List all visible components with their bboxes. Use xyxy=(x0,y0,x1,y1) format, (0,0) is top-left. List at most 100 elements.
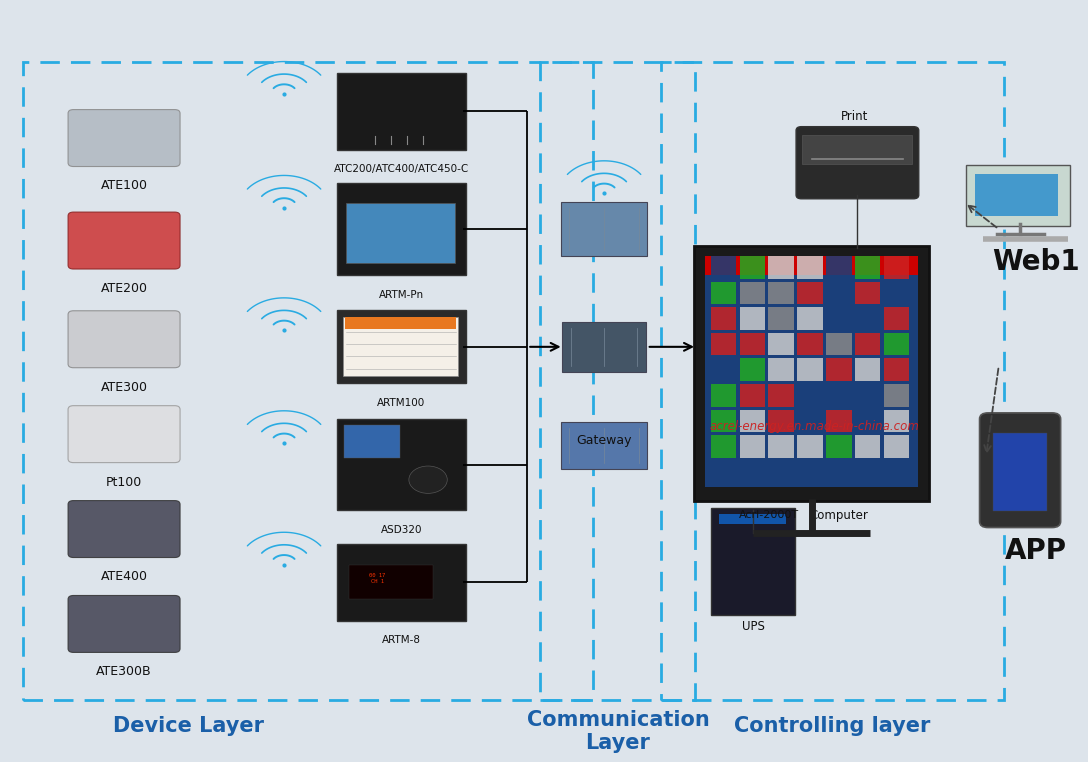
Text: APP: APP xyxy=(1005,536,1067,565)
Bar xyxy=(798,358,823,381)
Bar xyxy=(768,358,794,381)
Bar xyxy=(768,410,794,432)
Bar xyxy=(855,410,880,432)
FancyBboxPatch shape xyxy=(966,165,1071,226)
Text: ATE400: ATE400 xyxy=(100,571,148,584)
FancyBboxPatch shape xyxy=(344,425,400,459)
Bar xyxy=(826,435,852,458)
Bar xyxy=(798,281,823,304)
Bar xyxy=(740,435,765,458)
Bar xyxy=(740,358,765,381)
Text: ARTM-Pn: ARTM-Pn xyxy=(379,290,424,299)
Text: Pt100: Pt100 xyxy=(106,475,143,488)
FancyBboxPatch shape xyxy=(979,413,1061,527)
Bar xyxy=(883,410,910,432)
FancyBboxPatch shape xyxy=(337,310,466,383)
Bar xyxy=(883,281,910,304)
Text: Web1: Web1 xyxy=(992,248,1080,276)
FancyBboxPatch shape xyxy=(337,544,466,620)
Text: ARTM100: ARTM100 xyxy=(378,398,425,408)
Bar xyxy=(855,333,880,355)
Text: Print: Print xyxy=(841,110,868,123)
Bar xyxy=(660,62,1004,700)
FancyBboxPatch shape xyxy=(337,183,466,275)
Bar xyxy=(768,307,794,330)
FancyBboxPatch shape xyxy=(561,202,647,256)
Bar xyxy=(883,435,910,458)
Bar xyxy=(710,256,737,278)
Bar xyxy=(705,256,917,275)
Bar xyxy=(855,307,880,330)
FancyBboxPatch shape xyxy=(69,110,180,167)
Text: UPS: UPS xyxy=(742,620,765,633)
Text: ATE300: ATE300 xyxy=(100,381,148,394)
Bar xyxy=(768,333,794,355)
Text: Device Layer: Device Layer xyxy=(112,716,263,736)
Bar xyxy=(710,410,737,432)
Bar xyxy=(826,333,852,355)
Text: ATE100: ATE100 xyxy=(100,179,148,193)
Bar xyxy=(855,384,880,407)
Bar xyxy=(798,384,823,407)
Text: ARTM-8: ARTM-8 xyxy=(382,635,421,645)
Bar xyxy=(975,174,1059,216)
FancyBboxPatch shape xyxy=(796,126,918,199)
Bar xyxy=(855,281,880,304)
Bar xyxy=(710,333,737,355)
Bar xyxy=(740,410,765,432)
FancyBboxPatch shape xyxy=(562,322,645,372)
Bar xyxy=(798,256,823,278)
FancyBboxPatch shape xyxy=(69,595,180,652)
Text: Computer: Computer xyxy=(809,508,868,521)
FancyBboxPatch shape xyxy=(348,565,433,599)
Bar xyxy=(768,256,794,278)
Bar xyxy=(883,307,910,330)
Bar xyxy=(826,307,852,330)
Bar xyxy=(855,435,880,458)
Bar xyxy=(345,317,456,329)
Bar xyxy=(798,307,823,330)
Bar xyxy=(540,62,695,700)
Bar xyxy=(883,333,910,355)
Bar xyxy=(768,435,794,458)
Bar xyxy=(710,435,737,458)
Bar xyxy=(768,384,794,407)
Text: Gateway: Gateway xyxy=(577,434,632,447)
Bar xyxy=(798,333,823,355)
Bar xyxy=(740,256,765,278)
FancyBboxPatch shape xyxy=(710,507,795,615)
FancyBboxPatch shape xyxy=(69,405,180,463)
Bar xyxy=(710,307,737,330)
Text: 00 17
CH 1: 00 17 CH 1 xyxy=(369,573,385,584)
Text: Controlling layer: Controlling layer xyxy=(734,716,930,736)
Bar xyxy=(740,384,765,407)
Circle shape xyxy=(409,466,447,493)
Bar xyxy=(768,281,794,304)
Text: ATE300B: ATE300B xyxy=(96,665,152,678)
Bar xyxy=(883,358,910,381)
Text: acrel-energy.en.made-in-china.com: acrel-energy.en.made-in-china.com xyxy=(709,420,919,433)
Text: ATC200/ATC400/ATC450-C: ATC200/ATC400/ATC450-C xyxy=(334,165,469,174)
Bar xyxy=(855,256,880,278)
Bar xyxy=(855,358,880,381)
Bar xyxy=(740,307,765,330)
Bar xyxy=(710,281,737,304)
FancyBboxPatch shape xyxy=(803,136,913,165)
Text: ATE200: ATE200 xyxy=(100,282,148,295)
Bar xyxy=(826,384,852,407)
FancyBboxPatch shape xyxy=(69,212,180,269)
Bar xyxy=(740,333,765,355)
Bar xyxy=(883,384,910,407)
Bar xyxy=(705,256,917,487)
FancyBboxPatch shape xyxy=(344,318,458,376)
Bar xyxy=(826,256,852,278)
Text: Acrl-2000T: Acrl-2000T xyxy=(740,510,800,520)
Bar xyxy=(826,358,852,381)
Bar xyxy=(826,410,852,432)
FancyBboxPatch shape xyxy=(993,434,1047,511)
FancyBboxPatch shape xyxy=(337,73,466,150)
Bar xyxy=(798,435,823,458)
Bar xyxy=(740,281,765,304)
Bar xyxy=(710,358,737,381)
FancyBboxPatch shape xyxy=(694,246,929,501)
